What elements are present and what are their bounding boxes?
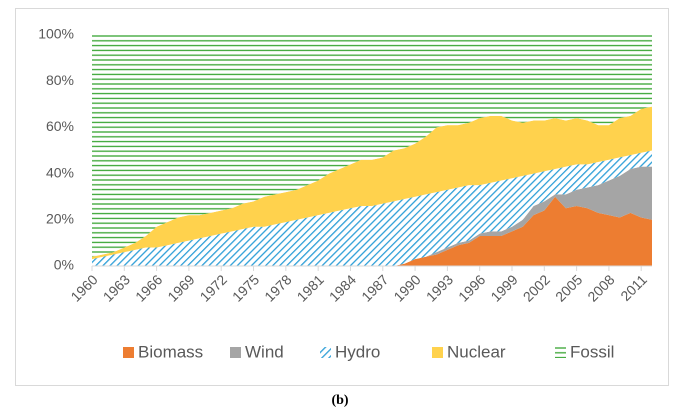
legend-label: Nuclear (447, 342, 506, 361)
y-tick-label: 40% (46, 164, 74, 180)
area (92, 196, 652, 266)
y-tick-label: 0% (54, 257, 74, 273)
area (92, 106, 652, 260)
legend-swatch (123, 347, 134, 358)
legend-swatch (230, 347, 241, 358)
legend-label: Hydro (335, 342, 380, 361)
legend-swatch (555, 347, 566, 358)
legend-label: Wind (245, 342, 284, 361)
area (92, 35, 652, 257)
legend-label: Biomass (138, 342, 203, 361)
caption: (b) (331, 393, 348, 408)
area (92, 150, 652, 266)
legend-swatch (320, 347, 331, 358)
y-tick-label: 100% (38, 26, 74, 42)
y-tick-label: 80% (46, 72, 74, 88)
legend-swatch (432, 347, 443, 358)
legend-label: Fossil (570, 342, 614, 361)
y-tick-label: 20% (46, 211, 74, 227)
y-tick-label: 60% (46, 118, 74, 134)
